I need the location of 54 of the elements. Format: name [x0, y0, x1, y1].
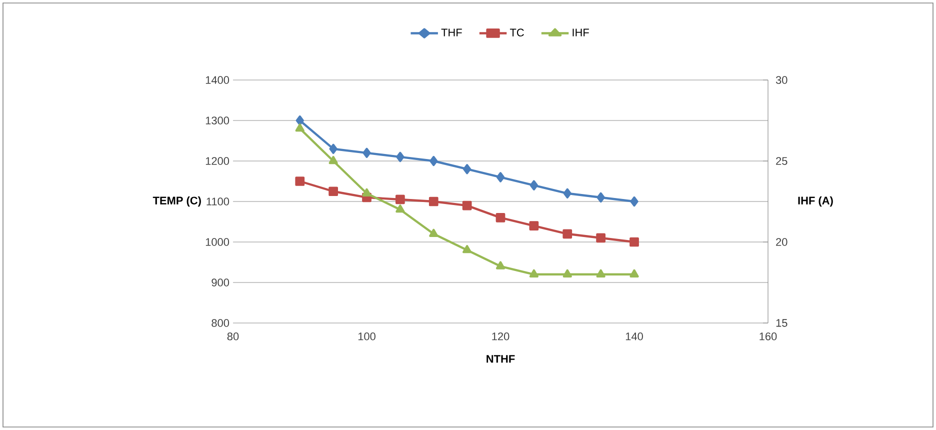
- point: [362, 188, 372, 196]
- point: [328, 186, 338, 196]
- point: [396, 204, 405, 213]
- point: [329, 144, 338, 154]
- point: [596, 233, 606, 243]
- x-tick-label: 160: [760, 332, 777, 340]
- x-axis-title: NTHF: [486, 355, 515, 363]
- y-tick-label: 1200: [206, 157, 230, 165]
- legend-label: IHF: [572, 28, 589, 36]
- point: [562, 269, 572, 278]
- point: [396, 152, 404, 162]
- point: [596, 192, 605, 203]
- y2-tick-label: 20: [776, 238, 788, 246]
- legend-label: THF: [441, 28, 462, 36]
- point: [429, 228, 438, 237]
- point: [529, 221, 539, 230]
- y2-tick-label: 15: [776, 319, 788, 327]
- point: [630, 237, 639, 247]
- point: [496, 172, 505, 182]
- x-tick-label: 100: [358, 332, 376, 340]
- point: [296, 115, 304, 126]
- y-tick-label: 1400: [206, 76, 230, 84]
- y2-axis-title: IHF (A): [798, 196, 833, 207]
- y-tick-label: 1100: [206, 198, 230, 206]
- x-tick-label: 120: [492, 332, 510, 340]
- point: [529, 269, 538, 278]
- point: [328, 156, 338, 164]
- point: [630, 196, 638, 207]
- point: [596, 269, 606, 278]
- y-tick-label: 1000: [206, 238, 230, 246]
- point: [562, 229, 572, 239]
- point: [496, 213, 506, 222]
- point: [295, 176, 305, 186]
- y-tick-label: 1300: [206, 116, 230, 124]
- y-tick-label: 900: [212, 278, 230, 286]
- point: [496, 261, 506, 270]
- x-tick-label: 140: [626, 332, 643, 340]
- legend-label: TC: [510, 28, 524, 36]
- point: [295, 124, 304, 132]
- point: [462, 245, 472, 254]
- point: [428, 196, 438, 206]
- point: [430, 156, 438, 166]
- point: [396, 194, 405, 204]
- point: [630, 269, 639, 278]
- point: [563, 188, 572, 198]
- point: [462, 200, 472, 210]
- point: [462, 164, 472, 174]
- y-axis-title: TEMP (C): [152, 196, 201, 207]
- y-tick-label: 800: [212, 319, 230, 327]
- y2-tick-label: 25: [776, 157, 788, 165]
- x-tick-label: 80: [227, 332, 239, 340]
- point: [362, 148, 371, 158]
- point: [530, 180, 538, 190]
- y2-tick-label: 30: [776, 76, 788, 84]
